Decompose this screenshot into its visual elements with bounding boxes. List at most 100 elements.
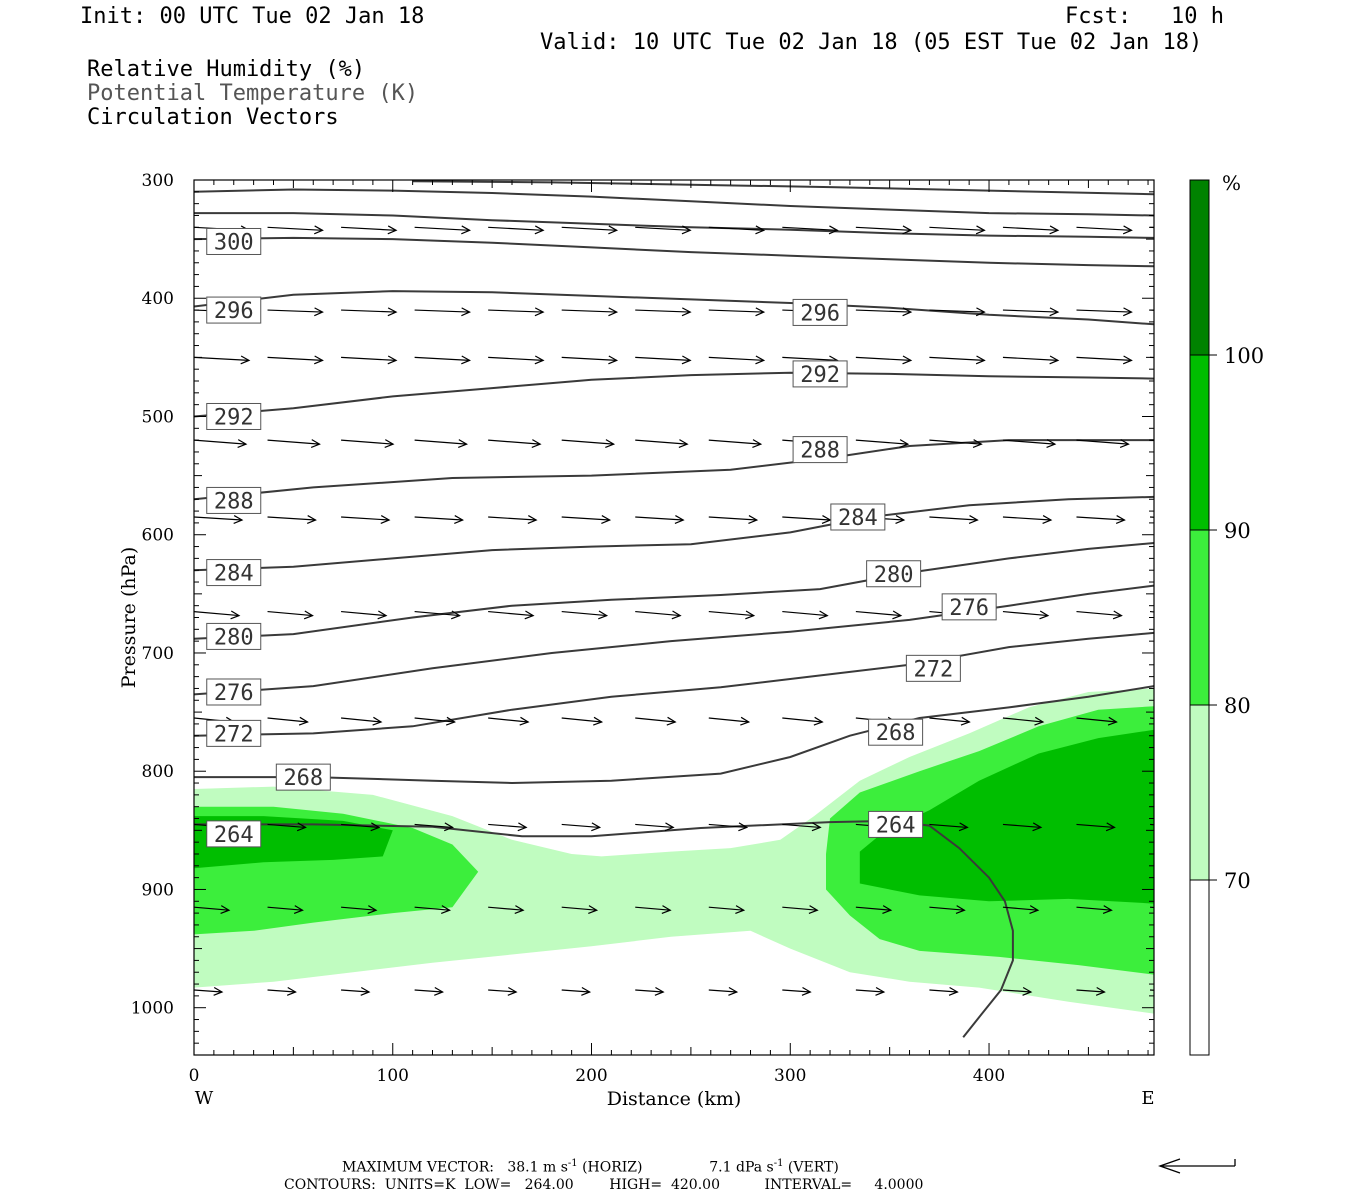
vector-4-444 [1076,515,1126,524]
vector-0-111 [414,225,471,235]
field-label-vectors: Circulation Vectors [87,105,339,130]
y-tick-label: 500 [142,407,174,427]
y-tick-label: 800 [142,762,174,782]
vector-1-37 [267,307,324,317]
vector-2-333 [855,355,913,365]
rh-fill-90-1 [859,729,1154,904]
isentrope-label-300-0: 300 [206,227,262,255]
vector-1-444 [1076,307,1133,317]
vector-9-74 [341,986,371,996]
vector-9-222 [635,986,665,996]
valid-time: Valid: 10 UTC Tue 02 Jan 18 (05 EST Tue … [540,30,1203,55]
vector-5-407 [1002,610,1050,620]
y-tick-label: 1000 [131,999,174,1019]
isentrope-label-272-1: 272 [905,654,961,682]
vector-3-370 [929,439,983,448]
isentrope-label-292-0: 292 [206,402,262,430]
vector-1-370 [929,307,986,317]
vector-6-407 [1002,716,1045,726]
isentrope-264 [194,819,1014,1038]
x-tick-label: 300 [774,1066,806,1086]
vector-5-296 [782,610,829,620]
isentrope-296 [194,290,1154,326]
vector-8-37 [267,905,304,914]
vector-6-111 [414,716,456,726]
vert-max-value: 7.1 dPa s [709,1159,774,1176]
isentrope-label-272-0: 272 [206,719,262,747]
isentrope-label-text: 264 [876,813,916,838]
isentrope-312 [412,180,1154,196]
vector-9-148 [488,986,518,996]
vector-3-185 [561,439,616,448]
vector-7-148 [488,822,528,832]
isentrope-label-268-0: 268 [275,763,331,791]
vector-6-74 [341,716,383,726]
vector-8-148 [488,905,525,914]
vector-6-481 [1149,717,1154,720]
isentrope-304 [194,212,1154,239]
isentrope-label-text: 276 [949,596,989,621]
contour-info: CONTOURS: UNITS=K LOW= 264.00 HIGH= 420.… [284,1177,924,1193]
rh-fill-layer [194,688,1154,1014]
isentrope-label-text: 268 [283,766,323,791]
vector-2-407 [1002,355,1060,365]
vector-9-259 [708,986,739,996]
vector-0-74 [341,225,398,235]
isentrope-label-text: 300 [214,230,254,255]
isentrope-label-text: 276 [214,681,254,706]
vector-0-37 [267,225,324,235]
vector-4-259 [708,515,759,524]
vector-5-222 [635,610,682,620]
isentrope-label-288-1: 288 [792,436,848,464]
vector-1-74 [341,307,398,317]
isentrope-288 [194,439,1154,501]
vector-3-444 [1076,439,1130,448]
vert-unit: (VERT) [783,1159,839,1176]
vector-4-185 [561,515,612,524]
vector-8-259 [708,905,746,914]
vector-4-0 [194,515,244,524]
horiz-exponent: -1 [567,1158,578,1169]
vector-4-111 [414,515,464,524]
vector-2-259 [708,355,766,365]
vector-3-37 [267,439,321,448]
isentrope-label-276-1: 276 [941,593,997,621]
x-tick-label: 400 [973,1066,1005,1086]
vector-2-74 [341,355,398,365]
isentrope-label-text: 280 [214,625,254,650]
vector-8-296 [782,905,819,914]
isentrope-label-284-1: 284 [830,503,886,531]
vector-layer [194,225,1154,996]
vector-4-37 [267,515,317,524]
colorbar-segment [1190,880,1209,1055]
vector-5-481 [1149,610,1154,613]
isentrope-label-280-1: 280 [866,560,922,588]
x-end-label-west: W [195,1088,214,1109]
isentrope-layer [194,180,1154,1038]
isentrope-308 [194,188,1154,217]
vector-0-185 [561,225,619,235]
y-tick-label: 300 [142,171,174,191]
isentrope-label-text: 272 [914,657,954,682]
isentrope-label-text: 288 [800,439,840,464]
vector-7-296 [782,822,822,832]
isentrope-label-text: 292 [214,405,254,430]
vector-1-148 [488,307,545,317]
vector-9-333 [855,986,886,996]
vector-7-111 [414,822,454,832]
vector-0-333 [855,225,913,235]
vector-0-296 [782,225,839,235]
vector-9-407 [1002,986,1033,996]
vector-8-111 [414,905,451,914]
isentrope-label-layer: 264 264 268 268 272 272 276 276 280 280 284 284 288 2… [206,227,997,848]
vector-8-0 [194,905,231,914]
vector-3-74 [341,439,395,448]
isentrope-label-text: 288 [214,489,254,514]
vector-9-111 [414,986,444,996]
x-tick-label: 100 [377,1066,409,1086]
isentrope-272 [194,631,1154,737]
vector-2-148 [488,355,545,365]
isentrope-label-268-1: 268 [868,718,924,746]
init-time: Init: 00 UTC Tue 02 Jan 18 [80,4,425,29]
colorbar-tick-label: 70 [1224,869,1251,893]
